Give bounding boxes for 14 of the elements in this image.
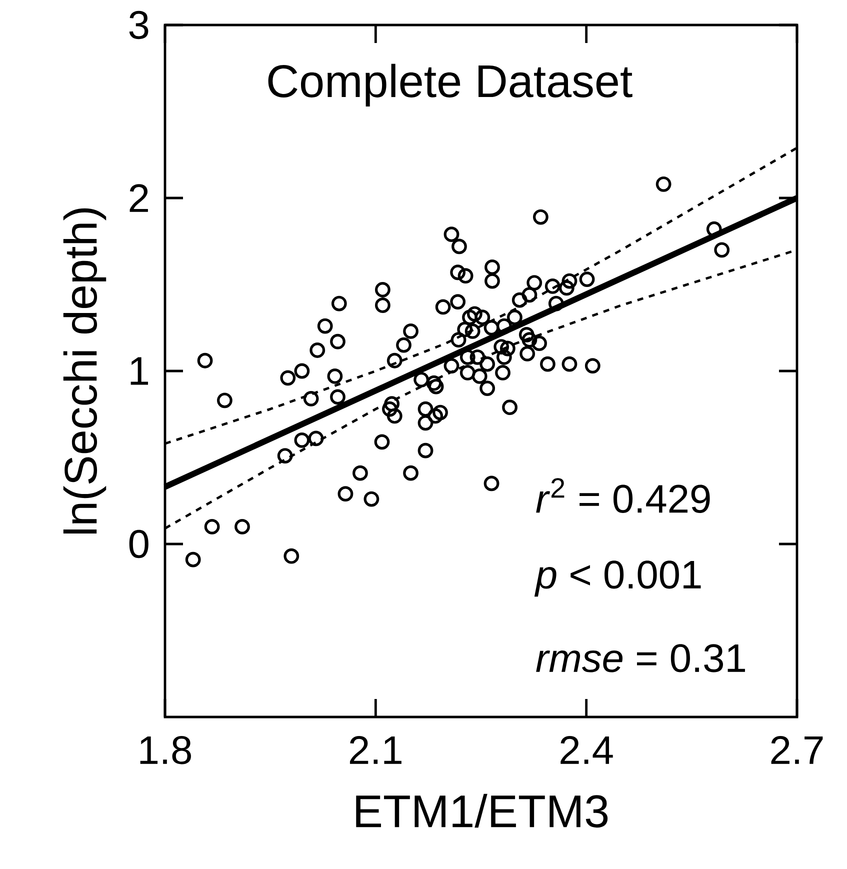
annotation: r$^{2}$ = 0.429 (536, 478, 710, 513)
y-tick-label: 1 (130, 357, 148, 385)
x-tick-label: 2.4 (560, 736, 613, 764)
annotation: rmse = 0.31 (536, 644, 745, 672)
x-tick-label: 2.7 (771, 736, 823, 764)
text: Complete Dataset (268, 64, 632, 107)
y-tick-label: 2 (130, 184, 148, 212)
annotation: p < 0.001 (534, 560, 701, 597)
x-axis-title: ETM1/ETM3 (356, 794, 608, 828)
y-axis-title: ln(Secchi depth) (63, 208, 106, 534)
y-tick-label: 0 (129, 530, 148, 558)
x-tick-label: 2.1 (350, 736, 402, 764)
x-tick-label: 1.8 (140, 736, 191, 764)
y-tick-label: 3 (129, 10, 148, 40)
